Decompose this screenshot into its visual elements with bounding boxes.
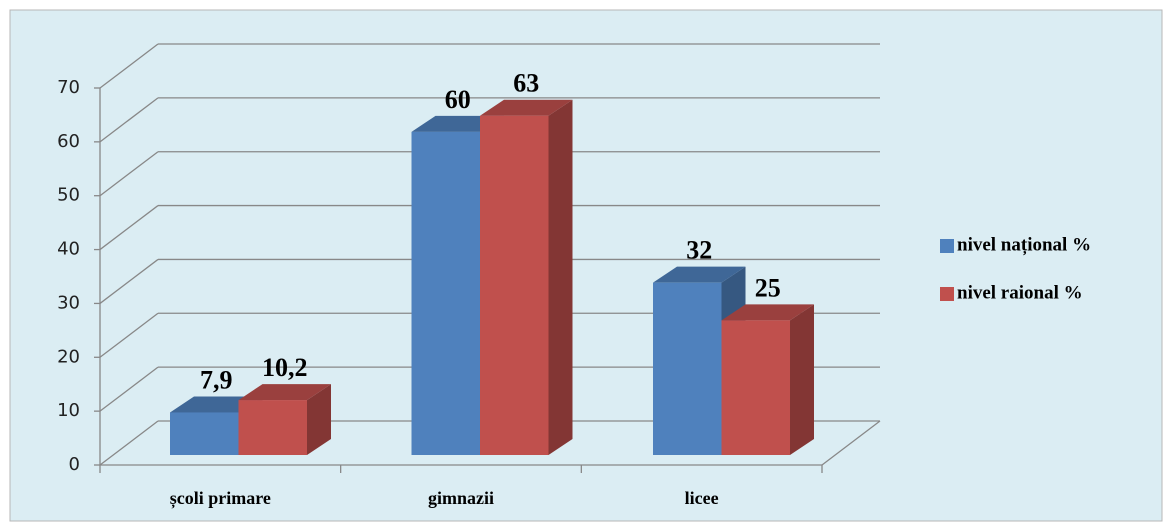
bar-top — [653, 266, 746, 283]
data-label: 7,9 — [200, 365, 233, 394]
y-tick-label: 10 — [57, 400, 80, 421]
grid-diagonal — [99, 97, 159, 143]
bar — [721, 320, 790, 455]
y-tick-label: 20 — [57, 346, 80, 367]
y-tick-label: 60 — [57, 131, 80, 152]
legend-label: nivel național % — [957, 234, 1091, 255]
bar-side — [307, 384, 331, 455]
grid-diagonal — [99, 366, 159, 412]
data-label: 25 — [755, 273, 781, 302]
floor-right — [821, 420, 881, 466]
legend-swatch — [940, 239, 954, 253]
data-label: 63 — [513, 69, 539, 98]
data-label: 32 — [686, 236, 712, 265]
bar — [170, 412, 239, 455]
bar — [411, 131, 480, 455]
bar-side — [790, 304, 814, 455]
x-tick-label: licee — [685, 488, 719, 508]
bar — [653, 282, 722, 455]
grid-diagonal — [99, 258, 159, 304]
data-label: 10,2 — [262, 353, 308, 382]
y-tick-label: 0 — [69, 454, 80, 475]
y-tick-label: 30 — [57, 292, 80, 313]
bar-side — [548, 99, 573, 455]
bar-top — [480, 99, 573, 116]
y-tick-label: 50 — [57, 185, 80, 206]
bar — [480, 115, 549, 455]
legend-swatch — [940, 287, 954, 301]
grid-diagonal — [99, 43, 159, 89]
data-label: 60 — [445, 85, 471, 114]
y-tick-label: 70 — [57, 77, 80, 98]
legend-label: nivel raional % — [957, 282, 1083, 303]
grid-diagonal — [99, 312, 159, 358]
bar-top — [238, 384, 331, 401]
bar-top — [721, 304, 814, 321]
grid-diagonal — [99, 420, 159, 466]
bar — [238, 400, 307, 455]
x-tick-label: gimnazii — [428, 488, 494, 508]
x-tick-label: școli primare — [170, 488, 271, 509]
y-tick-label: 40 — [57, 239, 80, 260]
grid-diagonal — [99, 151, 159, 197]
grid-diagonal — [99, 205, 159, 251]
